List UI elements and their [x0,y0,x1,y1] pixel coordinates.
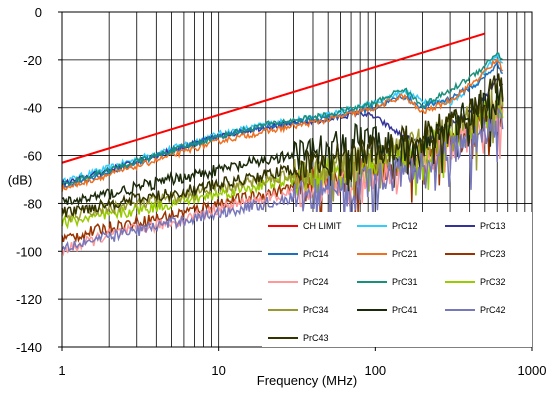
series-line-prc43 [61,73,504,218]
axis-ticks: 0 -20 -40 -60 -80 -100 -120 -140 1 10 100 1000 [16,5,546,378]
y-tick-label: -140 [16,340,42,355]
legend-label: PrC23 [480,249,506,259]
legend-label: PrC21 [392,249,418,259]
legend-label: PrC12 [392,221,418,231]
y-tick-label: -20 [23,53,42,68]
legend-label: PrC24 [303,277,329,287]
legend-label: PrC42 [480,305,506,315]
y-tick-label: -80 [23,196,42,211]
legend-label: PrC34 [303,305,329,315]
legend-label: PrC41 [392,305,418,315]
legend-label: CH LIMIT [303,221,342,231]
legend-label: PrC43 [303,333,329,343]
legend-box [262,212,532,347]
y-tick-label: -120 [16,292,42,307]
y-tick-label: -60 [23,149,42,164]
y-tick-label: -100 [16,244,42,259]
legend-label: PrC32 [480,277,506,287]
series-line-prc31 [61,52,504,186]
series-line-prc24 [61,100,504,257]
legend-label: PrC31 [392,277,418,287]
legend: CH LIMIT PrC12 PrC13 PrC14 PrC21 PrC23 PrC24 Pr… [268,221,506,343]
legend-label: PrC13 [480,221,506,231]
y-tick-label: -40 [23,101,42,116]
series-line-prc34 [61,82,504,224]
y-axis-label: (dB) [8,173,33,188]
series-group [61,32,504,257]
series-line-prc41 [61,82,504,207]
series-line-ch-limit [61,32,486,164]
x-tick-label: 100 [364,363,386,378]
y-tick-label: 0 [35,5,42,20]
x-tick-label: 10 [211,363,225,378]
series-line-prc21 [61,58,504,192]
x-tick-label: 1000 [518,363,547,378]
series-line-prc42 [61,107,504,252]
legend-label: PrC14 [303,249,329,259]
x-tick-label: 1 [58,363,65,378]
x-axis-label: Frequency (MHz) [257,373,357,388]
